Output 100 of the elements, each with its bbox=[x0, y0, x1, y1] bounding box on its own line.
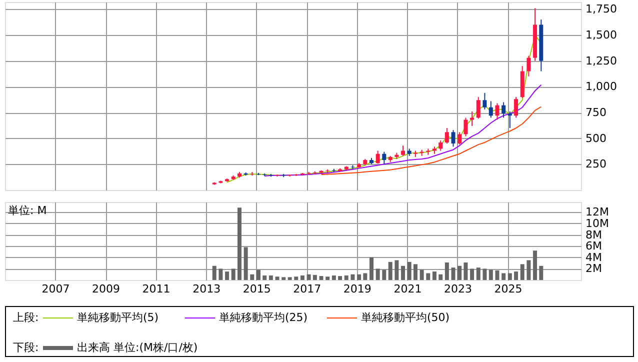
candlestick bbox=[482, 92, 487, 110]
annotation: 単位: M bbox=[8, 204, 47, 217]
bar bbox=[319, 276, 324, 280]
x-tick-label: 2013 bbox=[192, 282, 221, 296]
y-tick-label: 12M bbox=[586, 206, 609, 219]
y-tick-label: 6M bbox=[586, 240, 602, 253]
candlestick bbox=[502, 102, 506, 118]
bar bbox=[451, 268, 456, 280]
bar bbox=[312, 274, 317, 280]
bar bbox=[256, 270, 260, 280]
y-tick-label: 4M bbox=[586, 250, 602, 264]
bar bbox=[212, 266, 216, 280]
bar bbox=[520, 264, 524, 280]
bar bbox=[338, 276, 342, 280]
bar bbox=[488, 270, 493, 280]
candlestick bbox=[444, 128, 449, 144]
y-tick-label: 750 bbox=[586, 106, 606, 120]
bar bbox=[326, 276, 330, 280]
bar bbox=[420, 270, 424, 280]
y-tick-label: 10M bbox=[586, 216, 609, 230]
candlestick bbox=[458, 132, 462, 146]
bar bbox=[444, 262, 449, 280]
line-series bbox=[320, 106, 542, 176]
bar bbox=[250, 274, 254, 280]
candlestick bbox=[526, 55, 531, 77]
legend-label: 単純移動平均(50) bbox=[361, 311, 450, 324]
bar bbox=[262, 275, 267, 280]
bar bbox=[288, 277, 292, 280]
y-tick-label: 8M bbox=[586, 228, 602, 242]
x-tick-label: 2023 bbox=[444, 282, 472, 296]
candlestick bbox=[508, 110, 512, 129]
bar bbox=[376, 268, 380, 280]
bar bbox=[218, 268, 223, 280]
bar bbox=[237, 208, 242, 280]
bar bbox=[495, 270, 500, 280]
bar bbox=[306, 274, 311, 280]
bar bbox=[401, 266, 406, 280]
y-tick-label: 250 bbox=[586, 158, 606, 171]
bar bbox=[300, 275, 304, 280]
legend-label: 出来高 単位:(M株/口/枚) bbox=[77, 341, 198, 354]
y-tick-label: 500 bbox=[586, 132, 606, 145]
bar bbox=[394, 260, 399, 280]
bar bbox=[426, 273, 430, 280]
candlestick bbox=[438, 140, 443, 152]
candlestick bbox=[488, 100, 493, 118]
bar bbox=[502, 273, 506, 280]
candlestick bbox=[495, 102, 500, 120]
y-tick-label: 1,250 bbox=[586, 54, 617, 68]
x-tick-label: 2015 bbox=[242, 282, 271, 296]
candlestick bbox=[464, 117, 468, 137]
legend-label: 単純移動平均(5) bbox=[77, 311, 159, 324]
bar bbox=[539, 266, 544, 280]
bar bbox=[282, 277, 286, 280]
bar bbox=[344, 275, 348, 280]
bar bbox=[533, 250, 538, 280]
bar bbox=[231, 268, 236, 280]
candlestick bbox=[451, 130, 456, 148]
candlestick bbox=[401, 145, 406, 156]
bar bbox=[244, 247, 248, 280]
legend-title: 下段: bbox=[13, 341, 39, 354]
legend-label: 単純移動平均(25) bbox=[219, 311, 308, 324]
bar bbox=[476, 268, 480, 280]
candlestick bbox=[514, 96, 518, 118]
bar bbox=[388, 262, 392, 280]
bar bbox=[382, 270, 386, 280]
bar bbox=[458, 266, 462, 280]
x-tick-label: 2017 bbox=[293, 282, 322, 296]
x-tick-label: 2019 bbox=[343, 282, 372, 296]
bar bbox=[413, 264, 418, 280]
bar bbox=[482, 268, 487, 280]
bar bbox=[407, 262, 412, 280]
bar bbox=[464, 262, 468, 280]
bar bbox=[225, 272, 230, 280]
candlestick bbox=[382, 151, 386, 165]
bar bbox=[268, 275, 273, 280]
x-tick-label: 2007 bbox=[42, 282, 70, 296]
bar bbox=[508, 273, 512, 280]
bar bbox=[294, 276, 298, 280]
bar bbox=[357, 274, 362, 280]
bar bbox=[363, 273, 368, 280]
bar bbox=[526, 260, 531, 280]
candlestick bbox=[350, 164, 355, 170]
x-tick-label: 2009 bbox=[92, 282, 120, 296]
bar bbox=[514, 272, 518, 280]
bar bbox=[275, 276, 280, 280]
y-tick-label: 1,750 bbox=[586, 2, 617, 16]
legend-title: 上段: bbox=[13, 311, 39, 324]
bar bbox=[350, 274, 355, 280]
bar bbox=[369, 257, 374, 280]
candlestick bbox=[476, 96, 480, 120]
y-tick-label: 1,000 bbox=[586, 80, 617, 94]
x-tick-label: 2021 bbox=[394, 282, 422, 296]
line-series bbox=[264, 84, 542, 177]
y-tick-label: 1,500 bbox=[586, 28, 617, 42]
candlestick bbox=[376, 150, 380, 164]
x-tick-label: 2025 bbox=[494, 282, 522, 296]
x-tick-label: 2011 bbox=[142, 282, 170, 296]
candlestick bbox=[470, 110, 474, 126]
bar bbox=[332, 275, 336, 280]
bar bbox=[438, 274, 443, 280]
